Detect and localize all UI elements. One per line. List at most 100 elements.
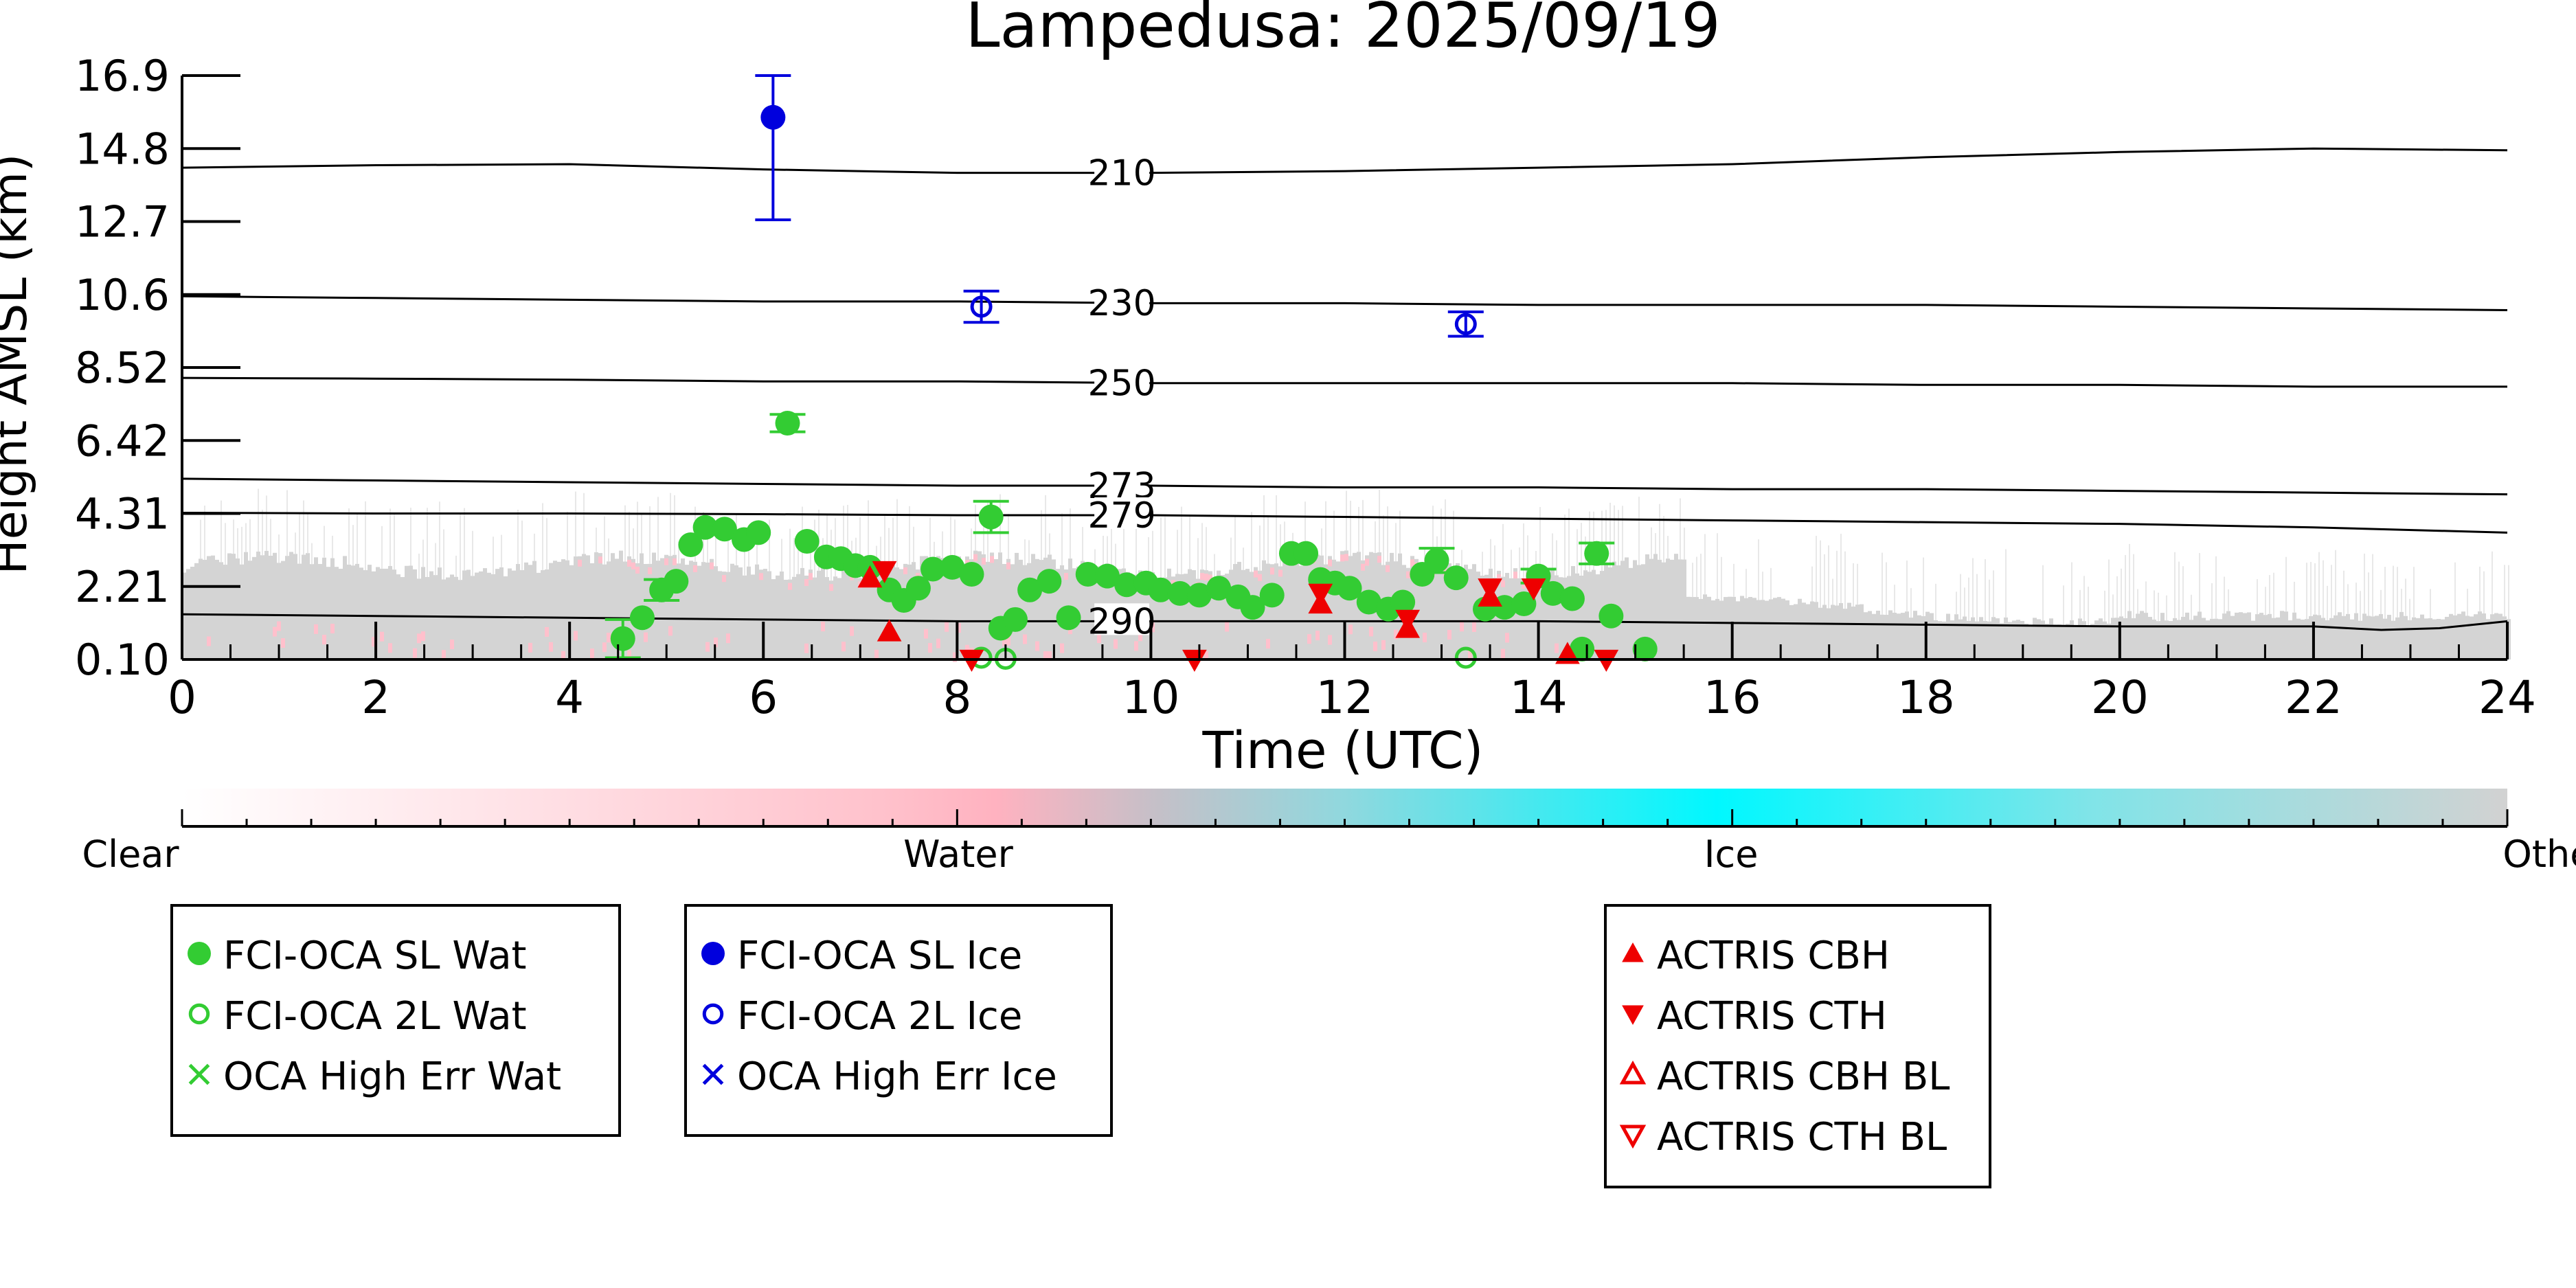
curtain-speckle (1148, 537, 1149, 580)
curtain-column (446, 577, 450, 659)
curtain-speckle (1164, 517, 1166, 578)
curtain-speckle (1758, 539, 1759, 600)
curtain-column (2457, 613, 2461, 659)
curtain-column (1860, 604, 1864, 659)
curtain-water-patch (421, 631, 425, 642)
curtain-column (557, 561, 561, 659)
curtain-speckle (2116, 576, 2118, 618)
curtain-speckle (1556, 540, 1557, 576)
contour-label-background (1094, 365, 1150, 397)
legend-marker (702, 1063, 724, 1085)
curtain-column (421, 567, 425, 659)
y-tick-label: 8.52 (75, 343, 170, 393)
curtain-column (1724, 597, 1728, 659)
curtain-column (2338, 612, 2342, 659)
curtain-speckle (2397, 567, 2398, 618)
curtain-water-patch (561, 651, 565, 661)
curtain-column (1583, 570, 1588, 659)
curtain-speckle (1181, 506, 1182, 574)
x-tick-label: 8 (942, 671, 971, 724)
x-tick-label: 4 (555, 671, 584, 724)
curtain-speckle (1964, 587, 1965, 617)
curtain-column (2251, 620, 2255, 659)
curtain-speckle (2224, 576, 2225, 614)
fci-oca-sl-ice-point (760, 104, 786, 130)
curtain-water-patch (1208, 574, 1212, 582)
fci-oca-sl-wat-point (794, 528, 820, 554)
curtain-column (2000, 623, 2004, 659)
curtain-column (1695, 597, 1699, 659)
curtain-column (1620, 561, 1625, 659)
curtain-column (1427, 569, 1431, 659)
curtain-column (586, 555, 590, 659)
curtain-speckle (299, 512, 300, 564)
curtain-speckle (1684, 528, 1685, 560)
curtain-column (2029, 625, 2033, 659)
curtain-water-patch (1373, 642, 1377, 652)
curtain-water-patch (1200, 573, 1204, 580)
curtain-column (1649, 558, 1653, 659)
curtain-column (1493, 577, 1497, 659)
curtain-column (2004, 617, 2008, 659)
curtain-column (2301, 619, 2305, 659)
curtain-column (2354, 613, 2358, 659)
curtain-speckle (744, 539, 745, 576)
curtain-speckle (1284, 521, 1285, 556)
curtain-water-patch (273, 626, 277, 637)
curtain-speckle (311, 543, 313, 565)
curtain-column (1278, 566, 1283, 659)
curtain-column (1827, 608, 1831, 659)
curtain-water-patch (607, 633, 611, 643)
x-tick-label: 6 (749, 671, 778, 724)
curtain-column (1089, 565, 1093, 659)
curtain-column (2321, 618, 2325, 659)
colorbar-label: Clear (82, 833, 179, 876)
curtain-water-patch (1381, 640, 1386, 650)
curtain-column (479, 571, 483, 659)
curtain-column (697, 565, 701, 659)
curtain-column (1658, 559, 1662, 659)
curtain-column (1752, 598, 1756, 659)
curtain-speckle (1395, 523, 1397, 562)
y-tick-label: 14.8 (75, 124, 170, 174)
curtain-column (252, 556, 256, 659)
curtain-column (1715, 598, 1719, 659)
curtain-speckle (847, 504, 848, 574)
actris-cbh-point (877, 619, 902, 642)
curtain-water-patch (1377, 556, 1381, 563)
curtain-column (726, 572, 730, 659)
y-axis-label: Height AMSL (km) (0, 154, 38, 575)
contour-label-background (1094, 497, 1150, 530)
curtain-water-patch (903, 567, 907, 574)
curtain-speckle (2273, 572, 2274, 618)
curtain-column (442, 579, 446, 659)
curtain-speckle (596, 528, 597, 552)
contour-line (181, 376, 2507, 388)
curtain-column (297, 563, 302, 659)
fci-oca-sl-wat-point (1056, 605, 1081, 631)
curtain-column (619, 550, 623, 659)
curtain-column (1674, 554, 1678, 659)
contour-line (181, 295, 2508, 312)
curtain-column (722, 572, 726, 659)
curtain-column (1179, 574, 1184, 659)
curtain-column (368, 565, 372, 659)
colorbar-label: Ice (1704, 833, 1759, 876)
curtain-speckle (1976, 574, 1978, 622)
curtain-column (1781, 598, 1785, 659)
curtain-column (532, 561, 536, 659)
curtain-speckle (278, 534, 280, 563)
curtain-column (1588, 572, 1592, 659)
curtain-column (207, 556, 211, 659)
curtain-column (553, 561, 557, 659)
curtain-column (2156, 621, 2160, 659)
curtain-speckle (1828, 545, 1829, 609)
curtain-column (1756, 600, 1761, 659)
curtain-column (2012, 620, 2016, 659)
curtain-speckle (1490, 539, 1491, 569)
curtain-column (413, 569, 417, 659)
curtain-column (986, 561, 990, 659)
curtain-speckle (221, 500, 222, 563)
curtain-water-patch (1002, 636, 1006, 646)
curtain-column (2082, 621, 2086, 659)
